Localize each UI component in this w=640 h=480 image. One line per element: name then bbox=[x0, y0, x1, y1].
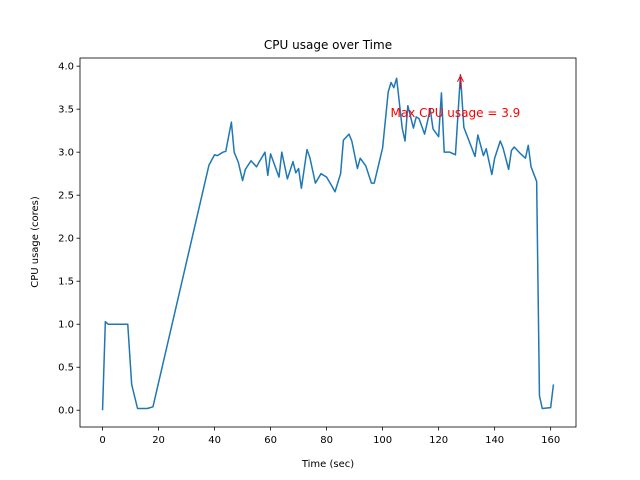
x-tick-label: 40 bbox=[208, 435, 221, 446]
x-tick-label: 100 bbox=[373, 435, 392, 446]
x-axis-label: Time (sec) bbox=[301, 459, 354, 470]
y-tick-label: 4.0 bbox=[58, 62, 74, 73]
data-line bbox=[101, 74, 555, 411]
y-tick-label: 2.0 bbox=[58, 234, 74, 245]
y-tick-label: 1.5 bbox=[58, 277, 74, 288]
y-axis-label: CPU usage (cores) bbox=[30, 196, 41, 288]
y-tick-label: 0.0 bbox=[58, 406, 74, 417]
x-tick-label: 60 bbox=[264, 435, 277, 446]
x-tick-label: 120 bbox=[429, 435, 448, 446]
y-tick-label: 3.0 bbox=[58, 148, 74, 159]
y-tick-label: 2.5 bbox=[58, 191, 74, 202]
x-tick-label: 0 bbox=[99, 435, 105, 446]
plot-frame bbox=[79, 57, 577, 428]
x-tick-label: 20 bbox=[152, 435, 165, 446]
y-tick-label: 1.0 bbox=[58, 320, 74, 331]
x-tick-label: 140 bbox=[485, 435, 504, 446]
annotation-text: Max CPU usage = 3.9 bbox=[390, 106, 520, 120]
x-tick-label: 80 bbox=[320, 435, 333, 446]
y-tick-label: 0.5 bbox=[58, 363, 74, 374]
y-tick-label: 3.5 bbox=[58, 105, 74, 116]
chart-title: CPU usage over Time bbox=[264, 38, 392, 52]
annotation-arrowhead bbox=[457, 74, 464, 82]
x-tick-label: 160 bbox=[541, 435, 560, 446]
